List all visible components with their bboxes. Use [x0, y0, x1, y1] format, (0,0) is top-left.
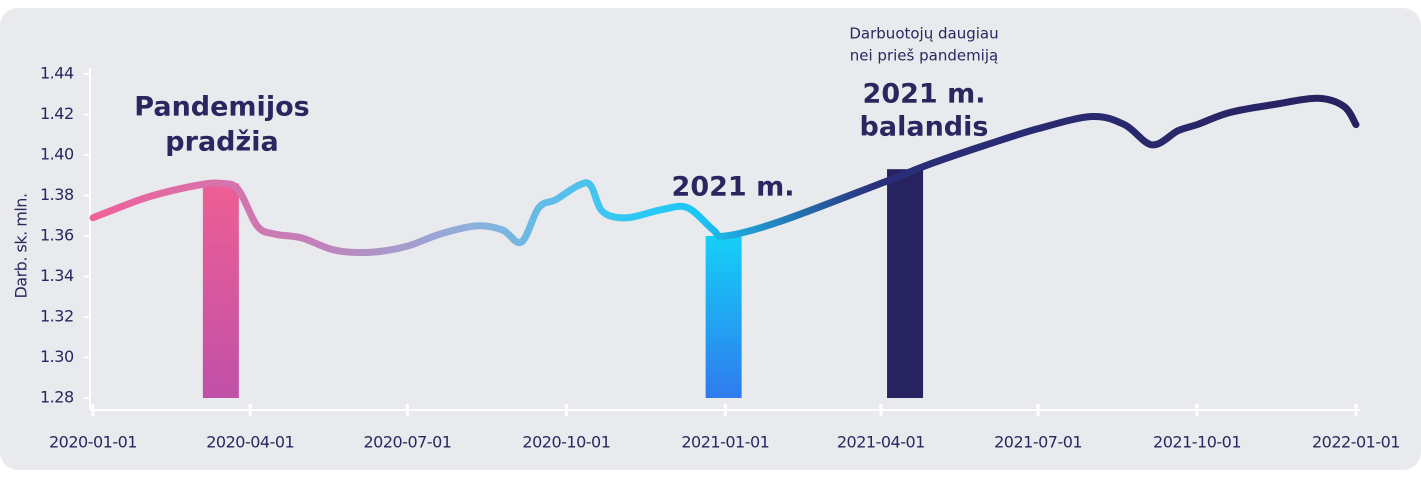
annotation: pradžia	[165, 127, 278, 158]
x-tick-label: 2021-07-01	[994, 433, 1082, 452]
y-axis-label: Darb. sk. mln.	[12, 193, 31, 298]
x-tick-label: 2020-01-01	[49, 433, 137, 452]
y-tick-label: 1.34	[40, 266, 74, 285]
annotation: 2021 m.	[672, 172, 795, 203]
y-tick-label: 1.42	[40, 104, 74, 123]
annotation: 2021 m.	[863, 79, 986, 110]
annotation: nei prieš pandemiją	[850, 47, 998, 65]
y-tick-label: 1.38	[40, 185, 74, 204]
x-tick-label: 2022-01-01	[1312, 433, 1400, 452]
x-tick-label: 2021-10-01	[1153, 433, 1241, 452]
y-tick-label: 1.28	[40, 388, 74, 407]
y-tick-label: 1.44	[40, 64, 74, 83]
y-tick-label: 1.30	[40, 347, 74, 366]
x-tick-label: 2020-10-01	[522, 433, 610, 452]
y-tick-label: 1.32	[40, 307, 74, 326]
bar	[705, 236, 742, 398]
y-tick-label: 1.40	[40, 145, 74, 164]
x-tick-label: 2021-04-01	[837, 433, 925, 452]
bar	[887, 169, 924, 398]
annotation: Darbuotojų daugiau	[849, 25, 998, 43]
annotation: Pandemijos	[134, 92, 309, 123]
line	[89, 94, 1360, 257]
y-tick-label: 1.36	[40, 226, 74, 245]
x-tick-label: 2021-01-01	[681, 433, 769, 452]
x-tick-label: 2020-07-01	[363, 433, 451, 452]
annotation: balandis	[860, 112, 989, 143]
x-tick-label: 2020-04-01	[206, 433, 294, 452]
bar	[202, 183, 239, 398]
